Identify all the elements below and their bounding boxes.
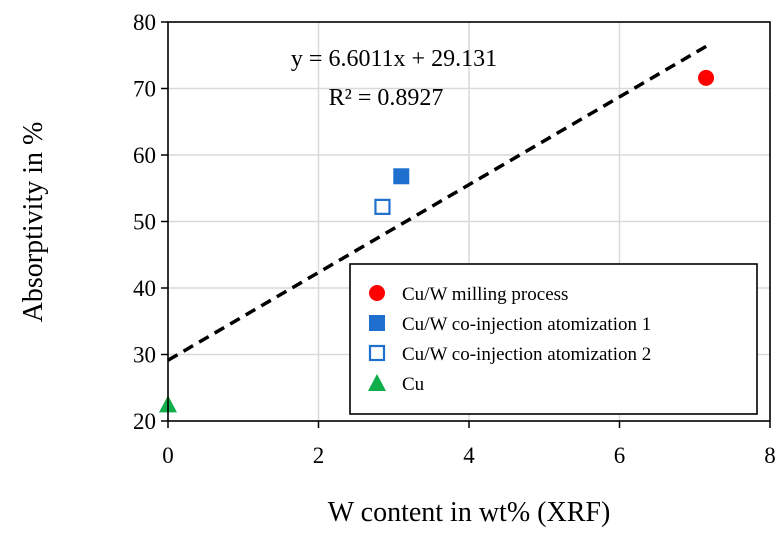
y-tick-label: 60 xyxy=(133,143,156,168)
data-point-series-3 xyxy=(374,198,391,215)
x-tick-label: 6 xyxy=(614,443,626,468)
legend-label-3: Cu/W co-injection atomization 2 xyxy=(402,344,651,365)
legend-marker-2 xyxy=(369,315,385,331)
legend-label-4: Cu xyxy=(402,374,425,395)
legend-label-2: Cu/W co-injection atomization 1 xyxy=(402,314,651,335)
x-axis-title: W content in wt% (XRF) xyxy=(328,497,611,528)
y-tick-label: 80 xyxy=(133,10,156,35)
legend-box xyxy=(349,263,758,415)
data-points xyxy=(159,69,715,413)
legend-label-1: Cu/W milling process xyxy=(402,284,568,305)
legend: Cu/W milling process Cu/W co-injection at… xyxy=(349,263,758,415)
legend-marker-4 xyxy=(368,374,386,391)
trendline xyxy=(167,42,711,362)
y-tick-label: 20 xyxy=(133,409,156,434)
tick-labels: 20 30 40 50 60 70 80 0 2 4 6 8 xyxy=(133,10,776,468)
legend-marker-3 xyxy=(368,344,386,362)
x-tick-label: 4 xyxy=(463,443,475,468)
y-axis-title: Absorptivity in % xyxy=(18,122,49,323)
plot-frame xyxy=(161,21,771,428)
y-tick-label: 40 xyxy=(133,276,156,301)
data-point-series-2 xyxy=(393,168,410,185)
y-tick-label: 30 xyxy=(133,343,156,368)
legend-marker-1 xyxy=(369,285,385,301)
y-tick-label: 50 xyxy=(133,210,156,235)
x-tick-label: 2 xyxy=(313,443,325,468)
x-tick-label: 0 xyxy=(162,443,174,468)
x-tick-label: 8 xyxy=(764,443,776,468)
trendline-layer xyxy=(167,42,711,362)
data-point-series-1 xyxy=(698,69,715,86)
trendline-equation: y = 6.6011x + 29.131 xyxy=(291,46,497,72)
trendline-r-squared: R² = 0.8927 xyxy=(329,85,444,111)
y-tick-label: 70 xyxy=(133,77,156,102)
